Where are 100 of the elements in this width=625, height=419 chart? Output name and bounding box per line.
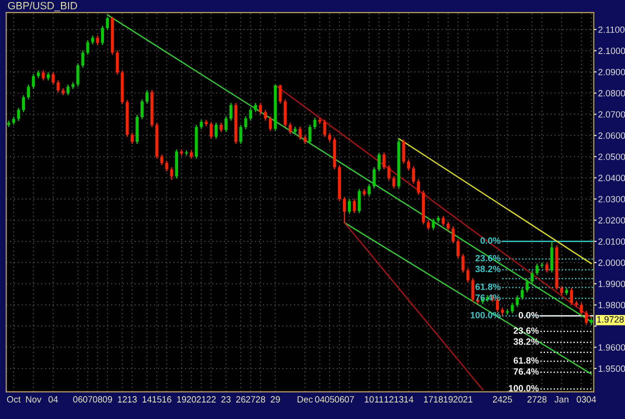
candlestick: [526, 278, 529, 293]
candlestick: [352, 198, 356, 214]
chart-title: GBP/USD_BID: [8, 2, 78, 12]
candlestick: [214, 122, 218, 140]
candlestick: [145, 90, 148, 104]
candlestick: [323, 119, 326, 138]
x-tick-label: 04: [315, 396, 325, 403]
x-tick-label: 27: [246, 396, 256, 402]
x-tick-label: 04: [586, 396, 596, 403]
y-tick-label: 2.0000: [598, 260, 625, 266]
x-tick-label: 24: [492, 396, 502, 402]
x-tick-label: 12: [384, 396, 394, 402]
candlestick: [392, 176, 396, 189]
candlestick: [461, 254, 464, 274]
x-tick-label: 19: [444, 396, 453, 403]
annotation: 38.2%: [514, 338, 539, 345]
y-tick-label: 2.0400: [598, 174, 625, 182]
annotation: 1.9728: [597, 316, 624, 323]
candlestick: [259, 102, 262, 115]
x-tick-label: 05: [324, 396, 334, 403]
x-tick-label: 19: [177, 396, 186, 403]
candlestick: [32, 73, 35, 90]
x-tick-label: 06: [73, 396, 82, 403]
x-tick-label: 28: [537, 396, 547, 403]
candlestick: [22, 94, 26, 113]
candlestick: [42, 70, 45, 81]
annotation: 61.8%: [514, 357, 539, 364]
x-tick-label: 26: [236, 396, 246, 403]
candlestick: [535, 263, 538, 276]
x-tick-label: Oct: [7, 396, 21, 403]
x-tick-label: 14: [142, 396, 152, 402]
candlestick: [510, 302, 514, 314]
x-tick-label: 21: [463, 396, 472, 402]
x-tick-label: 14: [404, 396, 414, 402]
y-tick-label: 2.0300: [598, 196, 625, 202]
x-tick-label: 17: [424, 396, 433, 402]
candlestick: [17, 107, 20, 122]
candlestick: [130, 132, 134, 144]
y-tick-label: 2.1100: [598, 26, 625, 33]
x-tick-label: 23: [221, 396, 231, 403]
y-tick-label: 1.9900: [598, 280, 625, 288]
x-tick-label: Dec: [298, 396, 313, 403]
candlestick: [446, 221, 450, 232]
x-tick-label: 04: [48, 396, 58, 403]
candlestick: [584, 310, 588, 326]
x-tick-label: 29: [270, 396, 280, 403]
candlestick: [382, 152, 386, 170]
x-tick-label: Jan: [554, 396, 568, 403]
y-tick-label: 2.0900: [598, 68, 625, 76]
candlestick: [224, 116, 228, 133]
candlestick: [220, 122, 222, 133]
x-tick-label: 13: [128, 396, 137, 403]
candlestick: [560, 285, 564, 296]
candlestick: [313, 117, 316, 130]
annotation: 76.4%: [514, 368, 539, 375]
candlestick: [412, 166, 416, 184]
candlestick: [81, 50, 84, 68]
candlestick: [264, 109, 267, 122]
x-tick-label: 20: [453, 396, 463, 403]
y-tick-label: 2.0600: [598, 132, 625, 139]
candlestick: [101, 25, 104, 46]
y-tick-label: 1.9600: [598, 344, 625, 351]
y-tick-label: 2.0800: [598, 90, 625, 96]
x-tick-label: 11: [374, 396, 384, 402]
candlestick: [471, 278, 474, 302]
candlestick: [417, 178, 420, 196]
x-tick-label: 07: [83, 396, 92, 403]
candlestick: [466, 268, 470, 284]
y-tick-label: 2.0100: [598, 238, 625, 245]
annotation: 100.0%: [508, 385, 539, 392]
x-tick-label: 09: [102, 396, 112, 403]
x-tick-label: 06: [334, 396, 344, 403]
candlestick: [550, 240, 554, 274]
x-tick-label: 08: [92, 396, 102, 403]
x-tick-label: 07: [344, 396, 354, 403]
candlestick: [244, 116, 248, 130]
candlestick: [268, 116, 272, 132]
candlestick: [432, 218, 435, 230]
candlestick: [378, 152, 380, 172]
x-tick-label: 10: [364, 396, 374, 403]
candlestick: [140, 98, 144, 120]
y-tick-label: 2.0700: [598, 111, 625, 118]
candlestick: [407, 158, 410, 172]
x-tick-label: 16: [162, 396, 172, 403]
annotation: 61.8%: [475, 284, 500, 290]
candlestick: [298, 126, 302, 140]
x-tick-label: 18: [434, 396, 443, 403]
x-tick-label: 13: [394, 396, 404, 403]
candlestick: [342, 196, 346, 224]
candlestick: [590, 317, 593, 326]
candlestick: [254, 102, 258, 113]
candlestick: [368, 184, 371, 197]
candlestick: [456, 238, 460, 259]
x-tick-label: 25: [502, 396, 512, 403]
candlestick: [116, 50, 119, 76]
x-tick-label: 12: [118, 396, 127, 402]
y-tick-label: 2.1000: [598, 48, 625, 54]
x-tick-label: 21: [196, 396, 206, 402]
candlestick: [442, 215, 445, 226]
candlestick: [288, 122, 292, 135]
